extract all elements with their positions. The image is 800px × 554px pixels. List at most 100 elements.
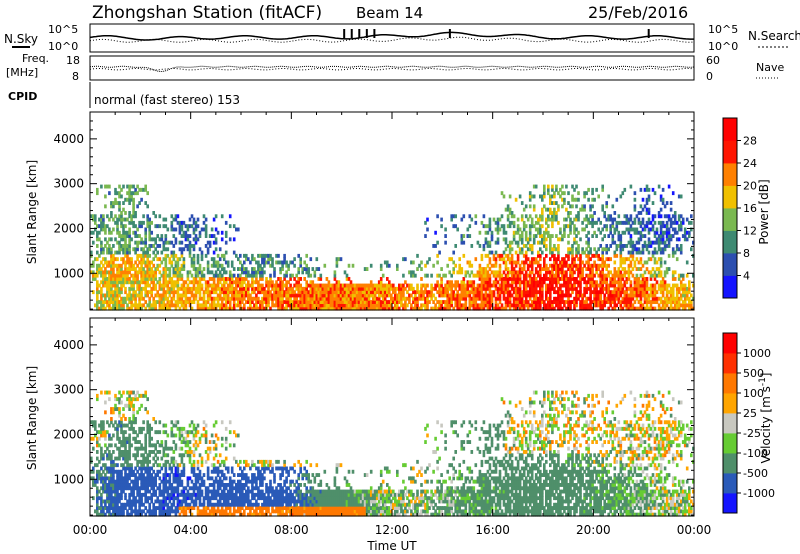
- power-cell: [480, 303, 484, 308]
- power-cell: [148, 244, 152, 248]
- power-cell: [198, 296, 202, 301]
- power-cell: [474, 293, 478, 298]
- power-cell: [677, 194, 681, 199]
- power-cell: [164, 260, 168, 265]
- power-cell: [303, 286, 307, 291]
- velocity-cell: [114, 489, 117, 494]
- power-cell: [283, 277, 286, 281]
- power-cell: [400, 300, 403, 304]
- power-cell: [528, 303, 532, 308]
- velocity-cell: [122, 502, 125, 507]
- power-cell: [305, 306, 309, 311]
- power-cell: [621, 300, 625, 304]
- power-cell: [508, 293, 512, 298]
- power-cell: [631, 290, 635, 295]
- power-cell: [681, 220, 685, 225]
- power-cell: [611, 240, 615, 245]
- power-cell: [301, 270, 305, 275]
- power-cell: [416, 267, 419, 271]
- power-cell: [136, 191, 139, 196]
- power-cell: [494, 257, 498, 262]
- power-cell: [118, 250, 121, 255]
- power-cell: [190, 293, 194, 298]
- power-cell: [224, 286, 228, 291]
- velocity-cell: [130, 492, 133, 497]
- power-cell: [146, 267, 150, 271]
- power-cell: [158, 257, 162, 262]
- power-cell: [126, 296, 129, 301]
- power-cell: [591, 234, 594, 238]
- power-cell: [120, 220, 123, 225]
- power-cell: [627, 220, 631, 225]
- power-cell: [480, 306, 484, 311]
- power-cell: [669, 220, 673, 225]
- power-cell: [528, 247, 532, 252]
- power-cell: [291, 260, 294, 265]
- power-cell: [333, 300, 337, 304]
- power-cell: [579, 300, 582, 304]
- power-cell: [104, 257, 107, 262]
- velocity-cell: [106, 489, 109, 494]
- power-cell: [232, 280, 236, 285]
- power-cell: [343, 296, 347, 301]
- velocity-cell: [134, 476, 137, 481]
- power-cell: [102, 273, 105, 278]
- power-cell: [333, 283, 337, 288]
- power-cell: [647, 240, 651, 245]
- power-cell: [102, 220, 105, 225]
- power-cell: [557, 267, 560, 271]
- power-cell: [659, 220, 663, 225]
- power-cell: [561, 270, 564, 275]
- power-cell: [168, 303, 172, 308]
- power-cell: [309, 280, 313, 285]
- power-cell: [577, 217, 580, 222]
- power-cell: [635, 280, 639, 285]
- power-cell: [138, 306, 141, 311]
- power-cell: [206, 286, 210, 291]
- power-cell: [120, 270, 123, 275]
- power-cell: [545, 220, 548, 225]
- power-cell: [172, 244, 176, 248]
- power-cell: [577, 257, 580, 262]
- power-cell: [504, 300, 508, 304]
- velocity-cell: [124, 453, 127, 458]
- power-cell: [142, 253, 145, 258]
- power-cell: [458, 263, 462, 268]
- power-cell: [516, 286, 520, 291]
- power-cell: [198, 303, 202, 308]
- power-cell: [504, 303, 508, 308]
- power-cell: [313, 286, 317, 291]
- power-cell: [520, 290, 524, 295]
- velocity-cell: [122, 436, 125, 441]
- power-cell: [186, 270, 190, 275]
- power-cell: [247, 280, 250, 285]
- power-cell: [653, 296, 657, 301]
- velocity-cell: [134, 420, 137, 425]
- power-cell: [112, 227, 115, 232]
- power-cell: [349, 300, 353, 304]
- power-cell: [134, 300, 137, 304]
- power-cell: [526, 273, 530, 278]
- power-cell: [100, 300, 103, 304]
- power-cell: [585, 280, 588, 285]
- power-cell: [516, 273, 520, 278]
- power-cell: [371, 300, 375, 304]
- power-cell: [643, 270, 647, 275]
- velocity-cell: [114, 506, 117, 510]
- velocity-cell: [92, 420, 95, 425]
- power-cell: [645, 280, 649, 285]
- power-cell: [232, 290, 236, 295]
- power-cell: [571, 273, 574, 278]
- power-cell: [587, 197, 590, 202]
- velocity-cell: [114, 469, 117, 474]
- velocity-cell: [100, 486, 103, 491]
- velocity-cell: [108, 423, 111, 428]
- power-cell: [251, 296, 254, 301]
- power-cell: [247, 257, 250, 262]
- power-cell: [555, 184, 558, 189]
- velocity-cell: [118, 496, 121, 501]
- velocity-cell: [136, 397, 139, 402]
- power-cell: [289, 296, 292, 301]
- velocity-cell: [134, 417, 137, 421]
- power-cell: [565, 306, 568, 311]
